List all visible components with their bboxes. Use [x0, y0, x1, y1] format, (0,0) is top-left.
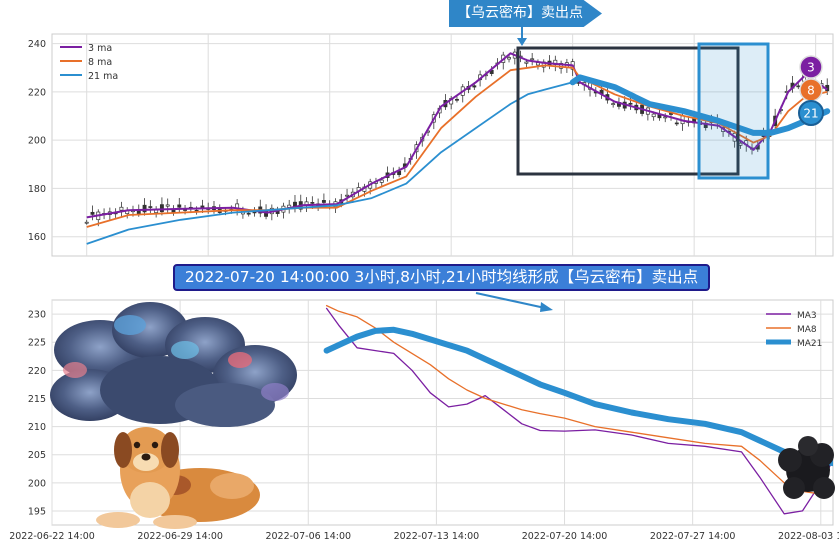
bottom-y-tick-label: 205 — [28, 450, 46, 461]
candle-body — [796, 85, 801, 88]
candle-body — [246, 212, 251, 215]
storm-cloud-illustration — [50, 302, 297, 427]
badge-8: 8 — [807, 84, 815, 98]
ma8-line-bottom — [325, 304, 833, 495]
sell-signal-banner: 2022-07-20 14:00:00 3小时,8小时,21小时均线形成【乌云密… — [173, 264, 710, 291]
candle-body — [177, 204, 182, 208]
dark-puff-illustration — [778, 436, 835, 499]
candle-body — [674, 122, 679, 125]
ma21-highlight-segment — [569, 74, 831, 136]
x-tick-label: 2022-07-27 14:00 — [650, 531, 736, 542]
candle-body — [663, 116, 668, 119]
ma3-line-top — [86, 52, 828, 219]
top-y-tick-label: 160 — [28, 232, 46, 243]
sell-point-flag: 【乌云密布】卖出点 — [449, 0, 602, 27]
bottom-y-tick-label: 215 — [28, 394, 46, 405]
ma21-line-bottom — [323, 326, 833, 467]
top-y-tick-label: 220 — [28, 87, 46, 98]
flag-arrow-head — [517, 38, 527, 46]
candle-body — [84, 221, 89, 224]
top-y-tick-label: 200 — [28, 136, 46, 147]
candle-body — [651, 113, 656, 118]
bottom-y-tick-label: 210 — [28, 422, 46, 433]
top-y-tick-label: 180 — [28, 184, 46, 195]
x-tick-label: 2022-07-06 14:00 — [265, 531, 351, 542]
dog-illustration — [96, 427, 260, 529]
dark-cloud-region-box — [516, 46, 740, 176]
candle-body — [165, 204, 170, 207]
bottom-y-tick-label: 220 — [28, 366, 46, 377]
bottom-y-tick-label: 200 — [28, 478, 46, 489]
candle-body — [530, 58, 535, 61]
x-tick-label: 2022-07-20 14:00 — [522, 531, 608, 542]
badge-21: 21 — [803, 107, 818, 121]
bottom-y-tick-label: 230 — [28, 310, 46, 321]
legend-ma3: MA3 — [797, 311, 817, 321]
top-legend: 3 ma 8 ma 21 ma — [60, 43, 118, 82]
ma3-line-bottom — [325, 307, 833, 515]
bottom-y-tick-label: 195 — [28, 506, 46, 517]
legend-ma21: MA21 — [797, 339, 822, 349]
candle-body — [455, 98, 459, 101]
candle-body — [148, 206, 153, 208]
top-ma-lines — [86, 52, 831, 245]
x-tick-label: 2022-06-29 14:00 — [137, 531, 223, 542]
legend-3ma: 3 ma — [88, 43, 112, 54]
legend-21ma: 21 ma — [88, 71, 118, 82]
candle-body — [628, 102, 633, 105]
candle-body — [159, 204, 164, 213]
candle-body — [611, 103, 616, 105]
top-y-tick-label: 240 — [28, 39, 46, 50]
candle-body — [119, 206, 124, 211]
candle-body — [310, 202, 315, 204]
bottom-ma-lines — [323, 304, 833, 515]
x-tick-label: 2022-07-13 14:00 — [394, 531, 480, 542]
sell-point-highlight-box — [697, 42, 770, 180]
candle-body — [524, 61, 529, 64]
candle-body — [321, 200, 326, 203]
x-tick-label: 2022-08-03 14:00 — [778, 531, 839, 542]
bottom-legend: MA3 MA8 MA21 — [766, 311, 822, 349]
ma-badges: 3 8 21 — [798, 55, 824, 126]
candle-body — [90, 211, 95, 215]
bottom-y-tick-label: 225 — [28, 338, 46, 349]
candle-body — [142, 204, 147, 213]
legend-8ma: 8 ma — [88, 57, 112, 68]
banner-arrow — [475, 292, 546, 309]
candle-body — [345, 194, 349, 197]
banner-arrow-head — [540, 302, 553, 312]
candle-body — [507, 57, 511, 60]
x-tick-label: 2022-06-22 14:00 — [9, 531, 95, 542]
legend-ma8: MA8 — [797, 325, 817, 335]
candle-body — [379, 179, 384, 183]
badge-3: 3 — [807, 61, 815, 75]
candle-body — [472, 85, 477, 88]
